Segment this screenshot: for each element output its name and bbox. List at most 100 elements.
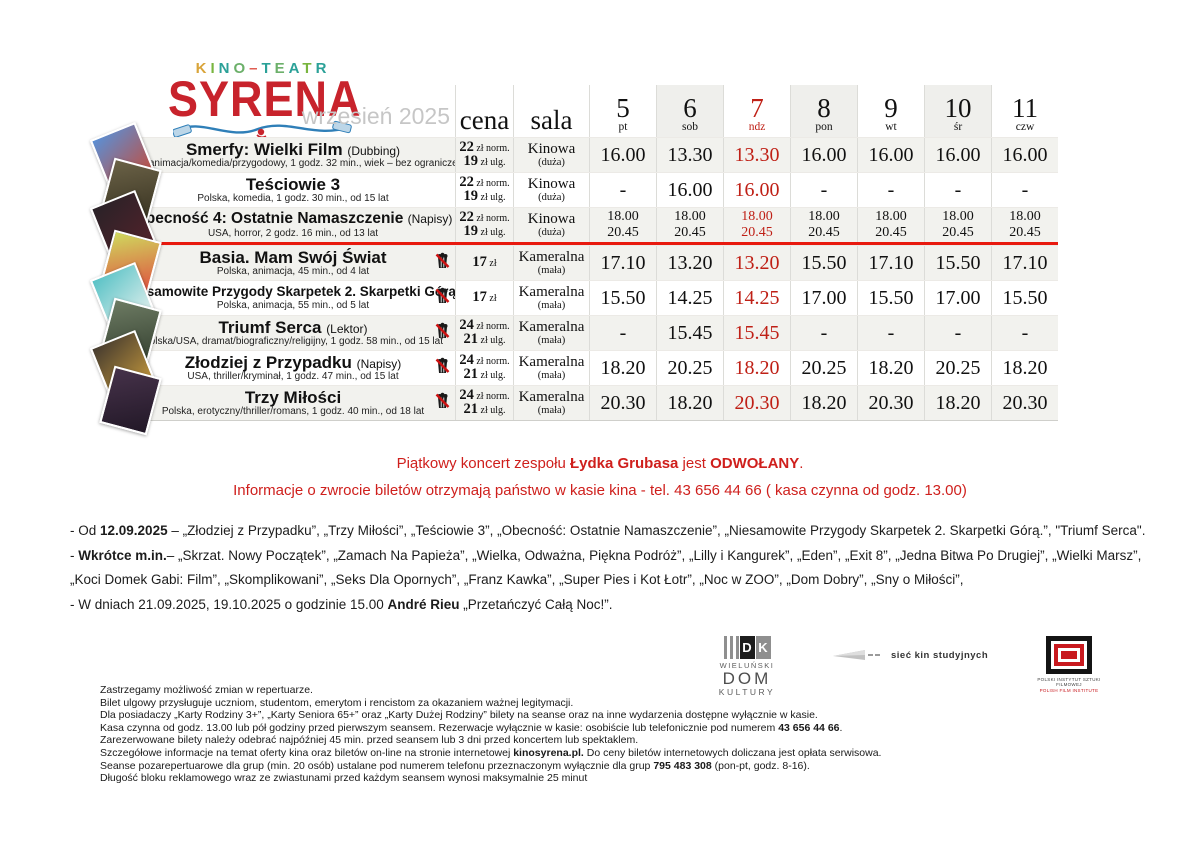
fine-print-line: Zastrzegamy możliwość zmian w repertuarz… (100, 684, 313, 696)
day-header-sob: 6 sob (656, 85, 723, 137)
hall-name: Kameralna (518, 388, 585, 405)
showtime-cell: 17.10 (589, 246, 656, 280)
price-line: 21 zł ulg. (463, 331, 506, 347)
fine-print-line: Seanse pozarepertuarowe dla grup (min. 2… (100, 759, 810, 772)
movie-details: Polska, komedia, 1 godz. 30 min., od 15 … (197, 193, 389, 205)
showtime-cell: 18.20 (790, 386, 857, 420)
logo-letter: O (233, 60, 250, 77)
logo-letter: K (195, 60, 211, 77)
pisf-logo: POLSKI INSTYTUT SZTUKI FILMOWEJ POLISH F… (1026, 636, 1112, 693)
hall-name: Kinowa (527, 210, 576, 227)
day-name: czw (1015, 121, 1035, 133)
red-separator-line (135, 242, 1058, 245)
day-number: 8 (817, 93, 831, 123)
showtime-cell: 18.00 20.45 (723, 208, 790, 242)
logo-letter: – (249, 60, 262, 77)
price-cell: 17 zł (455, 281, 513, 315)
hall-size: (duża) (538, 191, 565, 203)
price-line: 22 zł norm. (459, 139, 510, 155)
movie-row: Złodziej z Przypadku (Napisy) USA, thril… (135, 350, 1058, 385)
hall-name: Kinowa (527, 140, 576, 157)
info-line: - W dniach 21.09.2025, 19.10.2025 o godz… (70, 596, 613, 612)
showtime-cell: 17.10 (991, 246, 1058, 280)
showtime-cell: 16.00 (790, 138, 857, 172)
showtime-cell: 18.00 20.45 (924, 208, 991, 242)
movie-row: Niesamowite Przygody Skarpetek 2. Skarpe… (135, 280, 1058, 315)
movie-title-cell: Złodziej z Przypadku (Napisy) USA, thril… (135, 351, 455, 385)
movie-details: Polska, animacja, 45 min., od 4 lat (216, 266, 370, 278)
showtime-cell: 18.20 (991, 351, 1058, 385)
hall-name: Kameralna (518, 353, 585, 370)
showtime-cell: 14.25 (656, 281, 723, 315)
day-header-czw: 11 czw (991, 85, 1058, 137)
price-line: 22 zł norm. (459, 209, 510, 225)
wave-decoration (173, 120, 352, 139)
showtime-cell: 18.00 20.45 (656, 208, 723, 242)
showtime-cell: 18.20 (857, 351, 924, 385)
logo-letter: T (302, 60, 316, 77)
price-cell: 22 zł norm. 19 zł ulg. (455, 138, 513, 172)
hall-cell: Kameralna (mała) (513, 281, 589, 315)
hall-size: (mała) (537, 264, 566, 276)
showtime-cell: - (589, 173, 656, 207)
cinema-logo: KINO–TEATR SYRENA (168, 60, 362, 141)
showtime-cell: - (991, 316, 1058, 350)
fine-print-line: Dla posiadaczy „Karty Rodziny 3+”, „Kart… (100, 709, 818, 722)
day-header-pon: 8 pon (790, 85, 857, 137)
movie-details: Polska, animacja, 55 min., od 5 lat (216, 299, 370, 311)
info-paragraphs: - Od 12.09.2025 – „Złodziej z Przypadku”… (70, 524, 1200, 622)
day-name: ndz (748, 121, 766, 133)
movie-title: Obecność 4: Ostatnie Namaszczenie (Napis… (135, 210, 453, 228)
showtime-cell: 16.00 (857, 138, 924, 172)
no-food-icon (435, 287, 450, 303)
price-line: 24 zł norm. (459, 352, 510, 368)
showtime-cell: 17.10 (857, 246, 924, 280)
wdk-logo: D K WIELUŃSKI DOM KULTURY (712, 636, 782, 697)
hall-name: Kameralna (518, 318, 585, 335)
logo-letter: E (274, 60, 289, 77)
studio-cinemas-network-logo: sieć kin studyjnych (833, 648, 988, 662)
fine-print: Zastrzegamy możliwość zmian w repertuarz… (100, 684, 1060, 785)
showtime-cell: 18.00 20.45 (991, 208, 1058, 242)
showtime-cell: 15.50 (857, 281, 924, 315)
title-header-cell (135, 85, 455, 137)
price-line: 19 zł ulg. (463, 223, 506, 239)
movie-title-cell: Smerfy: Wielki Film (Dubbing) USA, anima… (135, 138, 455, 172)
no-food-icon (435, 322, 450, 338)
syrena-wordmark: SYRENA (168, 70, 362, 128)
repertoire-table: cena sala 5 pt 6 sob 7 ndz 8 pon 9 wt 10 śr 11… (135, 85, 1058, 421)
showtime-cell: 18.20 (589, 351, 656, 385)
day-name: wt (885, 121, 897, 133)
movie-title-cell: Triumf Serca (Lektor) Polska/USA, dramat… (135, 316, 455, 350)
movie-version-label: (Lektor) (326, 321, 368, 336)
showtime-cell: 20.25 (924, 351, 991, 385)
movie-version-label: (Napisy) (407, 212, 453, 227)
showtime-cell: - (790, 316, 857, 350)
day-name: śr (953, 121, 963, 133)
movie-details: Polska/USA, dramat/biograficzny/religijn… (143, 336, 443, 348)
price-line: 17 zł (472, 254, 497, 270)
fine-print-line: Bilet ulgowy przysługuje uczniom, studen… (100, 696, 574, 709)
price-line: 19 zł ulg. (463, 153, 506, 169)
movie-row: Obecność 4: Ostatnie Namaszczenie (Napis… (135, 207, 1058, 242)
day-header-ndz: 7 ndz (723, 85, 790, 137)
hall-size: (mała) (537, 334, 566, 346)
movie-row: Trzy Miłości Polska, erotyczny/thriller/… (135, 385, 1058, 420)
hall-size: (mała) (537, 404, 566, 416)
showtime-cell: 20.25 (790, 351, 857, 385)
hall-name: Kameralna (518, 283, 585, 300)
showtime-cell: 16.00 (589, 138, 656, 172)
movie-details: USA, thriller/kryminał, 1 godz. 47 min.,… (187, 371, 399, 383)
info-line: - Wkrótce m.in.– „Skrzat. Nowy Początek”… (70, 547, 1142, 563)
movie-title-cell: Basia. Mam Swój Świat Polska, animacja, … (135, 246, 455, 280)
logo-letter: T (261, 60, 275, 77)
showtime-cell: - (857, 173, 924, 207)
movie-title-cell: Niesamowite Przygody Skarpetek 2. Skarpe… (135, 281, 455, 315)
movie-row: Teściowie 3 Polska, komedia, 1 godz. 30 … (135, 172, 1058, 207)
price-header: cena (455, 85, 513, 137)
price-line: 24 zł norm. (459, 317, 510, 333)
showtime-cell: 15.50 (991, 281, 1058, 315)
showtime-cell: 20.30 (991, 386, 1058, 420)
showtime-cell: 13.20 (656, 246, 723, 280)
